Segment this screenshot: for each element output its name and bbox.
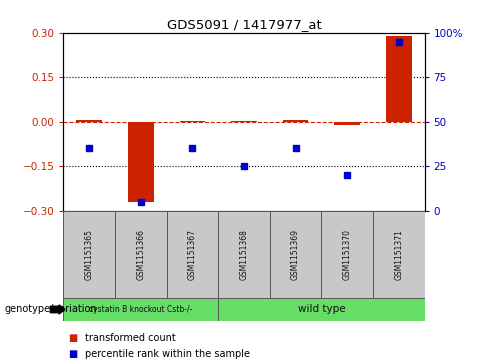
Bar — [63, 298, 218, 321]
Title: GDS5091 / 1417977_at: GDS5091 / 1417977_at — [166, 19, 322, 32]
Bar — [218, 298, 425, 321]
Text: GSM1151365: GSM1151365 — [85, 229, 94, 280]
Bar — [63, 211, 115, 298]
Text: GSM1151366: GSM1151366 — [136, 229, 145, 280]
Bar — [334, 122, 360, 125]
Text: GSM1151370: GSM1151370 — [343, 229, 352, 280]
Text: cystatin B knockout Cstb-/-: cystatin B knockout Cstb-/- — [89, 305, 192, 314]
Text: GSM1151369: GSM1151369 — [291, 229, 300, 280]
Bar — [180, 121, 205, 122]
Bar — [115, 211, 166, 298]
Text: percentile rank within the sample: percentile rank within the sample — [85, 349, 250, 359]
Bar — [166, 211, 218, 298]
Bar — [283, 120, 308, 122]
Bar — [322, 211, 373, 298]
Text: GSM1151368: GSM1151368 — [240, 229, 248, 280]
Text: transformed count: transformed count — [85, 333, 176, 343]
Bar — [128, 122, 154, 202]
Text: wild type: wild type — [298, 305, 345, 314]
Text: GSM1151371: GSM1151371 — [394, 229, 403, 280]
Bar — [231, 121, 257, 122]
Text: ■: ■ — [68, 349, 78, 359]
Bar — [76, 120, 102, 122]
Bar — [373, 211, 425, 298]
Text: ■: ■ — [68, 333, 78, 343]
Bar — [386, 36, 412, 122]
Text: genotype/variation: genotype/variation — [5, 305, 98, 314]
Text: GSM1151367: GSM1151367 — [188, 229, 197, 280]
Bar — [270, 211, 322, 298]
Bar — [218, 211, 270, 298]
